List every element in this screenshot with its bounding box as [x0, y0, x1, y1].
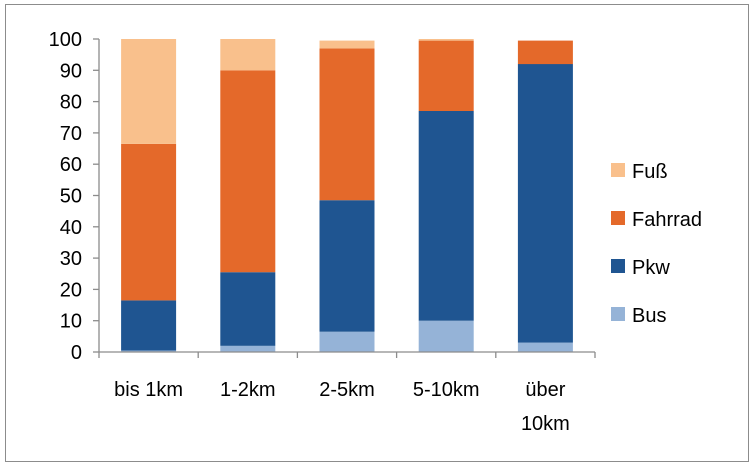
x-tick-label: 2-5km: [319, 379, 375, 401]
bar-segment-bus-3: [319, 331, 375, 352]
y-tick-label: 10: [60, 311, 82, 333]
x-tick-label: 10km: [521, 413, 570, 435]
bar-segment-fahrrad-5: [517, 40, 573, 65]
x-tick-label: 5-10km: [413, 379, 480, 401]
bar-segment-bus-5: [517, 342, 573, 352]
y-tick-label: 100: [49, 29, 82, 51]
legend-swatch-pkw: [611, 259, 625, 273]
y-tick-label: 30: [60, 248, 82, 270]
y-tick-label: 20: [60, 279, 82, 301]
x-tick-label: über: [525, 379, 565, 401]
bar-segment-fahrrad-1: [121, 143, 177, 301]
bar-segment-fahrrad-2: [220, 70, 276, 273]
bar-segment-pkw-4: [418, 111, 474, 321]
y-tick-label: 70: [60, 123, 82, 145]
y-tick-label: 0: [71, 342, 82, 364]
bar-segment-fu-1: [121, 39, 177, 144]
y-tick-label: 40: [60, 217, 82, 239]
bar-segment-bus-2: [220, 345, 276, 352]
bar-segment-fahrrad-4: [418, 40, 474, 111]
legend-label-fahrrad: Fahrrad: [632, 209, 702, 231]
legend-swatch-fahrrad: [611, 211, 625, 225]
bar-segment-pkw-3: [319, 200, 375, 332]
bar-segment-bus-4: [418, 320, 474, 352]
legend-swatch-fu: [611, 163, 625, 177]
legend-label-pkw: Pkw: [632, 257, 670, 279]
bar-segment-fu-4: [418, 39, 474, 41]
x-tick-label: 1-2km: [220, 379, 276, 401]
legend-swatch-bus: [611, 307, 625, 321]
legend-label-fu: Fuß: [632, 161, 668, 183]
x-tick-label: bis 1km: [114, 379, 183, 401]
bar-segment-fu-3: [319, 40, 375, 49]
y-tick-label: 90: [60, 60, 82, 82]
y-tick-label: 60: [60, 154, 82, 176]
bar-segment-pkw-2: [220, 272, 276, 346]
bar-segment-fahrrad-3: [319, 48, 375, 201]
bar-segment-pkw-5: [517, 64, 573, 343]
plot-area: 0 10 20 30 40 50 60 70 80 90 100 bis 1km 1-2km 2-5km 5…: [49, 29, 596, 435]
bar-segment-bus-1: [121, 350, 177, 352]
y-tick-label: 80: [60, 92, 82, 114]
legend: Fuß Fahrrad Pkw Bus: [611, 161, 702, 327]
legend-label-bus: Bus: [632, 305, 666, 327]
y-tick-label: 50: [60, 186, 82, 208]
bar-segment-fu-2: [220, 39, 276, 71]
bar-segment-pkw-1: [121, 300, 177, 351]
